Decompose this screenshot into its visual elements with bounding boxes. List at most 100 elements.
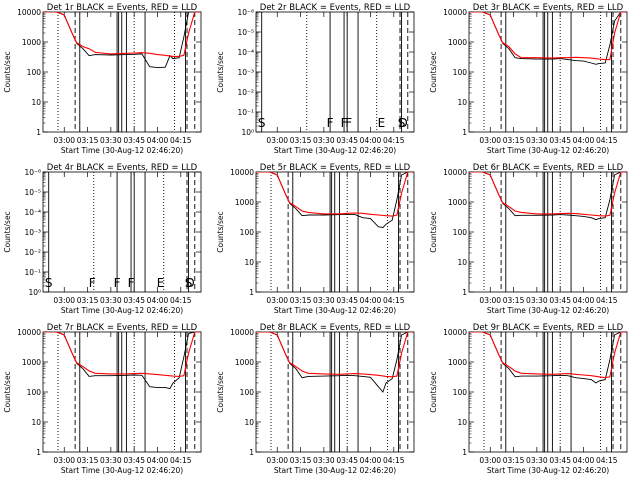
marker-lines	[43, 332, 201, 452]
x-tick-label: 03:30	[526, 136, 548, 145]
y-tick-label: 1	[36, 448, 41, 457]
y-tick-label: 10⁻³	[24, 228, 41, 237]
state-flag: D	[185, 276, 194, 290]
y-tick-label: 10⁻⁴	[237, 48, 254, 57]
x-tick-label: 03:15	[77, 296, 99, 305]
lld-series-line	[43, 12, 201, 57]
panel-det-7: Det 7r BLACK = Events, RED = LLD 1 10 100 10…	[3, 323, 202, 475]
x-axis-label: Start Time (30-Aug-12 02:46:20)	[61, 306, 183, 315]
y-tick-label: 10⁰	[241, 128, 254, 137]
y-tick-label: 1000	[235, 198, 254, 207]
state-flag: D	[398, 116, 407, 130]
x-axis-label: Start Time (30-Aug-12 02:46:20)	[274, 146, 396, 155]
state-flag: S	[185, 276, 193, 290]
panel-title: Det 6r BLACK = Events, RED = LLD	[473, 163, 624, 173]
y-tick-label: 1	[249, 288, 254, 297]
x-tick-label: 03:00	[479, 296, 501, 305]
x-tick-label: 03:45	[549, 296, 571, 305]
panel-title: Det 3r BLACK = Events, RED = LLD	[473, 3, 624, 13]
x-tick-label: 03:45	[123, 456, 145, 465]
x-tick-label: 03:45	[336, 456, 358, 465]
y-tick-label: 100	[27, 68, 42, 77]
x-tick-label: 03:15	[290, 456, 312, 465]
y-axis-label: Counts/sec	[216, 51, 225, 92]
marker-lines	[256, 172, 414, 292]
y-tick-label: 10000	[443, 328, 467, 337]
x-tick-label: 03:00	[53, 296, 75, 305]
marker-lines	[469, 332, 627, 452]
state-flag: F	[327, 116, 334, 130]
state-flag: F	[89, 276, 96, 290]
y-tick-label: 1	[462, 448, 467, 457]
x-tick-label: 03:00	[53, 136, 75, 145]
x-axis-label: Start Time (30-Aug-12 02:46:20)	[274, 306, 396, 315]
x-tick-label: 03:15	[503, 456, 525, 465]
y-tick-label: 1	[249, 448, 254, 457]
y-tick-label: 10⁻²	[237, 88, 254, 97]
y-tick-label: 100	[453, 68, 468, 77]
x-tick-label: 04:15	[170, 136, 192, 145]
marker-lines	[43, 12, 201, 132]
marker-lines	[261, 12, 409, 132]
state-flag: S	[258, 116, 266, 130]
x-tick-label: 03:45	[336, 296, 358, 305]
x-tick-label: 04:00	[573, 456, 595, 465]
x-tick-label: 03:15	[290, 136, 312, 145]
y-tick-label: 10000	[17, 8, 41, 17]
lld-series-line	[43, 332, 201, 377]
x-tick-label: 04:00	[573, 296, 595, 305]
y-tick-label: 10⁻¹	[24, 268, 41, 277]
panel-title: Det 7r BLACK = Events, RED = LLD	[47, 323, 198, 333]
x-tick-label: 04:00	[147, 456, 169, 465]
x-tick-label: 04:00	[573, 136, 595, 145]
x-tick-label: 03:15	[503, 296, 525, 305]
x-tick-label: 03:30	[100, 296, 122, 305]
y-tick-label: 1000	[22, 358, 41, 367]
panel-title: Det 2r BLACK = Events, RED = LLD	[260, 3, 411, 13]
y-tick-label: 10	[457, 98, 467, 107]
x-axis-label: Start Time (30-Aug-12 02:46:20)	[61, 146, 183, 155]
y-tick-label: 10⁻⁵	[237, 28, 254, 37]
panel-title: Det 5r BLACK = Events, RED = LLD	[260, 163, 411, 173]
panel-title: Det 9r BLACK = Events, RED = LLD	[473, 323, 624, 333]
lld-series-line	[469, 332, 627, 379]
y-tick-label: 100	[27, 388, 42, 397]
y-tick-label: 10⁻⁶	[237, 8, 254, 17]
x-tick-label: 03:00	[266, 296, 288, 305]
state-flag: E	[157, 276, 165, 290]
y-axis-label: Counts/sec	[3, 51, 12, 92]
y-tick-label: 10⁻¹	[237, 108, 254, 117]
y-tick-label: 1000	[448, 38, 467, 47]
x-axis-label: Start Time (30-Aug-12 02:46:20)	[274, 466, 396, 475]
y-tick-label: 10000	[230, 328, 254, 337]
y-tick-label: 10	[31, 418, 41, 427]
x-tick-label: 04:00	[147, 296, 169, 305]
x-tick-label: 03:30	[313, 456, 335, 465]
x-tick-label: 03:15	[77, 136, 99, 145]
y-tick-label: 1	[36, 128, 41, 137]
x-tick-label: 03:45	[549, 456, 571, 465]
y-tick-label: 10	[244, 418, 254, 427]
x-tick-label: 04:00	[360, 296, 382, 305]
state-flag: F	[345, 116, 352, 130]
x-tick-label: 04:00	[360, 136, 382, 145]
x-tick-label: 03:45	[549, 136, 571, 145]
y-tick-label: 10⁻⁴	[24, 208, 41, 217]
y-tick-label: 1	[462, 288, 467, 297]
state-flag: S	[45, 276, 53, 290]
panel-det-8: Det 8r BLACK = Events, RED = LLD 1 10 100 10…	[216, 323, 415, 475]
x-tick-label: 03:30	[100, 456, 122, 465]
y-tick-label: 100	[240, 388, 255, 397]
x-tick-label: 04:15	[596, 456, 618, 465]
x-tick-label: 04:15	[170, 456, 192, 465]
x-tick-label: 04:00	[360, 456, 382, 465]
x-tick-label: 04:15	[596, 296, 618, 305]
y-tick-label: 10	[457, 418, 467, 427]
y-tick-label: 10000	[230, 168, 254, 177]
x-axis-label: Start Time (30-Aug-12 02:46:20)	[487, 466, 609, 475]
plot-frame	[42, 171, 202, 293]
y-axis-label: Counts/sec	[429, 211, 438, 252]
panel-title: Det 8r BLACK = Events, RED = LLD	[260, 323, 411, 333]
